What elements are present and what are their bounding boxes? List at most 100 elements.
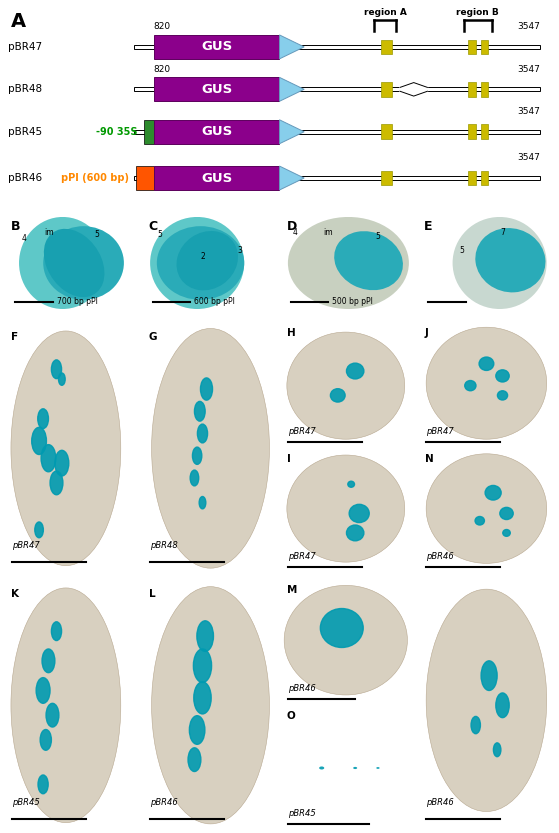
- FancyBboxPatch shape: [154, 166, 280, 190]
- Text: 3547: 3547: [517, 153, 539, 162]
- Text: pBR46: pBR46: [8, 173, 42, 183]
- Circle shape: [481, 661, 497, 691]
- Circle shape: [347, 525, 364, 541]
- Ellipse shape: [426, 454, 547, 563]
- Text: pBR45: pBR45: [12, 798, 40, 806]
- Text: C: C: [149, 220, 158, 232]
- Circle shape: [330, 389, 345, 402]
- FancyBboxPatch shape: [468, 124, 476, 139]
- Polygon shape: [280, 120, 304, 144]
- Circle shape: [190, 716, 205, 745]
- Ellipse shape: [334, 232, 403, 290]
- Text: region B: region B: [457, 8, 499, 17]
- Ellipse shape: [475, 228, 546, 292]
- Ellipse shape: [44, 229, 105, 297]
- FancyBboxPatch shape: [468, 82, 476, 97]
- Polygon shape: [400, 87, 428, 96]
- Text: 3547: 3547: [517, 107, 539, 116]
- Circle shape: [46, 703, 59, 727]
- Text: M: M: [287, 586, 297, 596]
- Circle shape: [496, 370, 509, 382]
- Text: 3547: 3547: [517, 64, 539, 73]
- Ellipse shape: [288, 217, 409, 309]
- Circle shape: [38, 775, 48, 794]
- Text: pBR46: pBR46: [150, 798, 178, 806]
- Circle shape: [51, 360, 61, 379]
- Text: 2: 2: [200, 252, 205, 261]
- Circle shape: [35, 522, 44, 538]
- Ellipse shape: [376, 767, 380, 769]
- FancyBboxPatch shape: [154, 35, 280, 59]
- Text: 5: 5: [459, 247, 465, 256]
- Circle shape: [503, 530, 510, 536]
- Text: K: K: [11, 589, 19, 599]
- Circle shape: [348, 481, 354, 487]
- Text: -90 35S: -90 35S: [96, 127, 137, 137]
- Text: A: A: [11, 12, 26, 31]
- Circle shape: [479, 357, 494, 371]
- Text: pBR46: pBR46: [288, 684, 316, 692]
- Text: pBR46: pBR46: [426, 552, 454, 561]
- FancyBboxPatch shape: [154, 77, 280, 102]
- FancyBboxPatch shape: [381, 124, 392, 139]
- Circle shape: [349, 504, 369, 522]
- Circle shape: [494, 743, 501, 756]
- Ellipse shape: [150, 217, 244, 309]
- Circle shape: [496, 693, 509, 718]
- Ellipse shape: [19, 217, 106, 309]
- Ellipse shape: [11, 331, 121, 566]
- Circle shape: [192, 447, 202, 464]
- Circle shape: [190, 470, 199, 486]
- Text: 500 bp pPI: 500 bp pPI: [332, 297, 373, 307]
- FancyBboxPatch shape: [481, 171, 488, 186]
- Ellipse shape: [177, 231, 238, 291]
- Text: E: E: [424, 220, 433, 232]
- Text: 7: 7: [500, 228, 505, 237]
- Ellipse shape: [287, 455, 405, 562]
- Text: 600 bp pPI: 600 bp pPI: [195, 297, 235, 307]
- Circle shape: [193, 649, 212, 682]
- Text: 5: 5: [94, 230, 100, 239]
- Text: 3: 3: [238, 247, 243, 256]
- Text: GUS: GUS: [201, 172, 232, 185]
- Text: GUS: GUS: [201, 82, 232, 96]
- Circle shape: [188, 748, 201, 771]
- FancyBboxPatch shape: [134, 87, 539, 92]
- FancyBboxPatch shape: [144, 120, 154, 144]
- FancyBboxPatch shape: [154, 120, 280, 144]
- Circle shape: [485, 486, 501, 500]
- Ellipse shape: [353, 767, 357, 769]
- FancyBboxPatch shape: [468, 40, 476, 54]
- Text: pBR47: pBR47: [8, 42, 42, 52]
- FancyBboxPatch shape: [134, 176, 539, 180]
- Text: 4: 4: [292, 228, 297, 237]
- Text: J: J: [425, 328, 429, 338]
- Ellipse shape: [157, 227, 244, 300]
- Circle shape: [55, 451, 69, 476]
- Text: 5: 5: [157, 230, 162, 239]
- Text: 3547: 3547: [517, 22, 539, 31]
- Circle shape: [40, 730, 51, 751]
- FancyBboxPatch shape: [481, 40, 488, 54]
- FancyBboxPatch shape: [136, 166, 154, 190]
- FancyBboxPatch shape: [481, 124, 488, 139]
- Text: pBR48: pBR48: [150, 541, 178, 550]
- FancyBboxPatch shape: [381, 82, 392, 97]
- Circle shape: [500, 507, 513, 520]
- Circle shape: [197, 424, 207, 443]
- Text: pBR46: pBR46: [426, 798, 454, 806]
- Text: pBR45: pBR45: [288, 809, 316, 818]
- Polygon shape: [280, 77, 304, 102]
- FancyBboxPatch shape: [134, 45, 539, 49]
- Circle shape: [197, 621, 214, 651]
- Text: 820: 820: [154, 64, 170, 73]
- Circle shape: [59, 373, 65, 386]
- Text: G: G: [149, 332, 158, 342]
- Text: pBR47: pBR47: [288, 552, 316, 561]
- Text: I: I: [287, 454, 291, 464]
- Text: pBR45: pBR45: [8, 127, 42, 137]
- Circle shape: [42, 649, 55, 673]
- Circle shape: [195, 402, 205, 421]
- Circle shape: [194, 682, 211, 714]
- Ellipse shape: [284, 586, 408, 695]
